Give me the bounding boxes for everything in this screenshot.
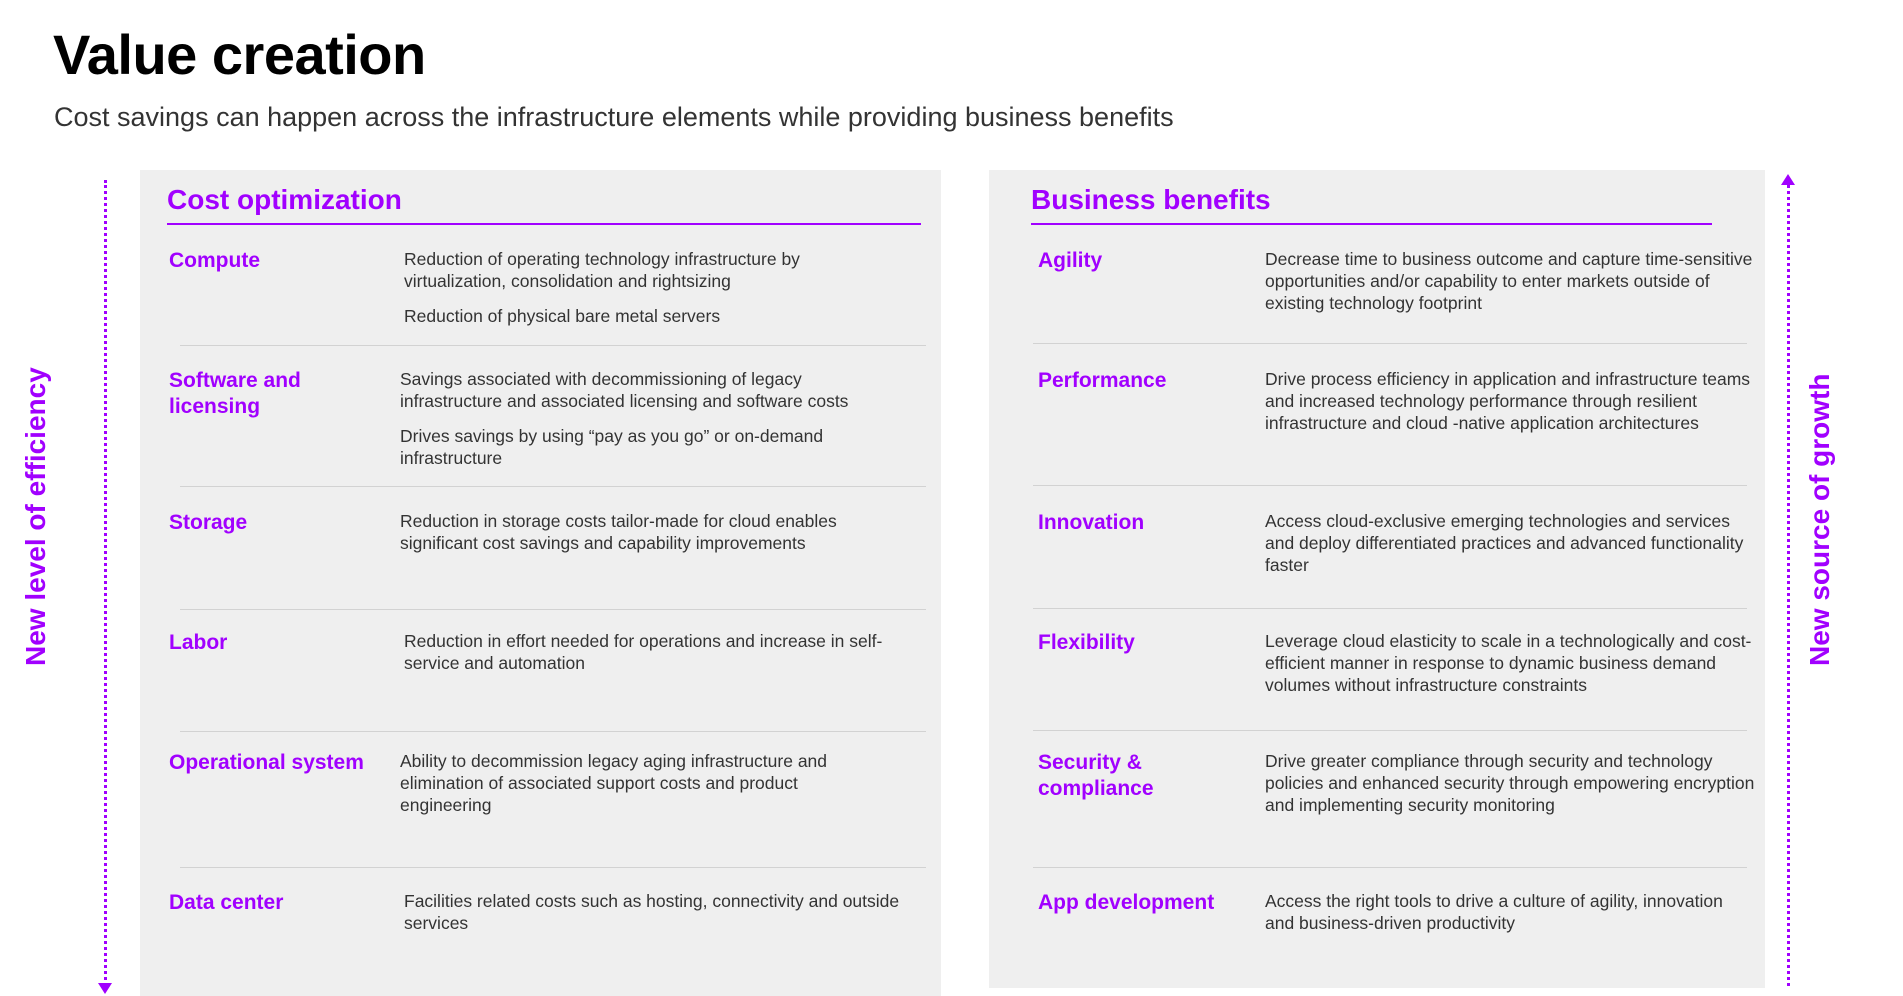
cost-item-label: Data center: [169, 891, 284, 914]
cost-item-desc-line: Reduction in effort needed for operation…: [404, 631, 883, 673]
row-divider: [180, 609, 926, 610]
row-divider: [1033, 730, 1747, 731]
growth-axis-line: [1787, 180, 1790, 986]
cost-item-desc: Reduction in effort needed for operation…: [404, 630, 904, 687]
cost-item-desc-line: Drives savings by using “pay as you go” …: [400, 426, 824, 468]
cost-item-desc: Ability to decommission legacy aging inf…: [400, 750, 850, 829]
cost-item-desc-line: Savings associated with decommissioning …: [400, 369, 849, 411]
cost-optimization-rule: [167, 223, 921, 225]
cost-item-desc-line: Reduction in storage costs tailor-made f…: [400, 511, 837, 553]
arrow-up-icon: [1781, 174, 1795, 185]
growth-axis-label: New source of growth: [1804, 373, 1835, 666]
arrow-down-icon: [98, 983, 112, 994]
cost-item-desc: Reduction of operating technology infras…: [404, 248, 904, 340]
cost-item-label: Labor: [169, 631, 228, 654]
growth-axis: [1763, 174, 1813, 994]
benefit-item-desc: Drive greater compliance through securit…: [1265, 750, 1755, 829]
benefit-item-desc-line: Decrease time to business outcome and ca…: [1265, 249, 1753, 313]
cost-item-desc-line: Reduction of operating technology infras…: [404, 249, 800, 291]
business-benefits-title: Business benefits: [1031, 184, 1271, 215]
cost-item-desc: Facilities related costs such as hosting…: [404, 890, 904, 947]
benefit-item-desc-line: Leverage cloud elasticity to scale in a …: [1265, 631, 1752, 695]
benefit-item-desc: Access the right tools to drive a cultur…: [1265, 890, 1755, 947]
cost-item-desc-line: Reduction of physical bare metal servers: [404, 306, 721, 326]
cost-optimization-title: Cost optimization: [167, 184, 402, 215]
cost-item-desc: Reduction in storage costs tailor-made f…: [400, 510, 900, 567]
row-divider: [1033, 608, 1747, 609]
efficiency-axis-line: [104, 180, 107, 986]
page-subtitle: Cost savings can happen across the infra…: [54, 102, 1174, 132]
benefit-item-label: Security & compliance: [1038, 751, 1154, 800]
benefit-item-desc-line: Drive greater compliance through securit…: [1265, 751, 1755, 815]
benefit-item-desc: Drive process efficiency in application …: [1265, 368, 1755, 447]
cost-item-label: Compute: [169, 249, 260, 272]
benefit-item-label: Flexibility: [1038, 631, 1135, 654]
benefit-item-desc-line: Drive process efficiency in application …: [1265, 369, 1751, 433]
row-divider: [1033, 343, 1747, 344]
cost-optimization-panel: Cost optimization Compute Reduction of o…: [140, 170, 941, 996]
business-benefits-panel: Business benefits Agility Decrease time …: [989, 170, 1765, 988]
row-divider: [180, 731, 926, 732]
cost-item-desc: Savings associated with decommissioning …: [400, 368, 900, 482]
efficiency-axis: [80, 174, 130, 994]
benefit-item-desc: Decrease time to business outcome and ca…: [1265, 248, 1755, 327]
benefit-item-desc-line: Access the right tools to drive a cultur…: [1265, 891, 1723, 933]
page-title: Value creation: [53, 23, 426, 86]
cost-item-label: Storage: [169, 511, 248, 534]
row-divider: [180, 345, 926, 346]
benefit-item-label: App development: [1038, 891, 1215, 914]
benefit-item-desc: Leverage cloud elasticity to scale in a …: [1265, 630, 1755, 709]
benefit-item-label: Agility: [1038, 249, 1103, 272]
benefit-item-desc: Access cloud-exclusive emerging technolo…: [1265, 510, 1755, 589]
cost-item-label: Operational system: [169, 751, 364, 774]
cost-item-desc-line: Ability to decommission legacy aging inf…: [400, 751, 828, 815]
row-divider: [180, 867, 926, 868]
cost-item-desc-line: Facilities related costs such as hosting…: [404, 891, 900, 933]
row-divider: [180, 486, 926, 487]
row-divider: [1033, 867, 1747, 868]
business-benefits-rule: [1031, 223, 1712, 225]
row-divider: [1033, 485, 1747, 486]
benefit-item-label: Innovation: [1038, 511, 1145, 534]
benefit-item-desc-line: Access cloud-exclusive emerging technolo…: [1265, 511, 1744, 575]
cost-item-label: Software and licensing: [169, 369, 301, 418]
benefit-item-label: Performance: [1038, 369, 1167, 392]
efficiency-axis-label: New level of efficiency: [20, 367, 51, 666]
